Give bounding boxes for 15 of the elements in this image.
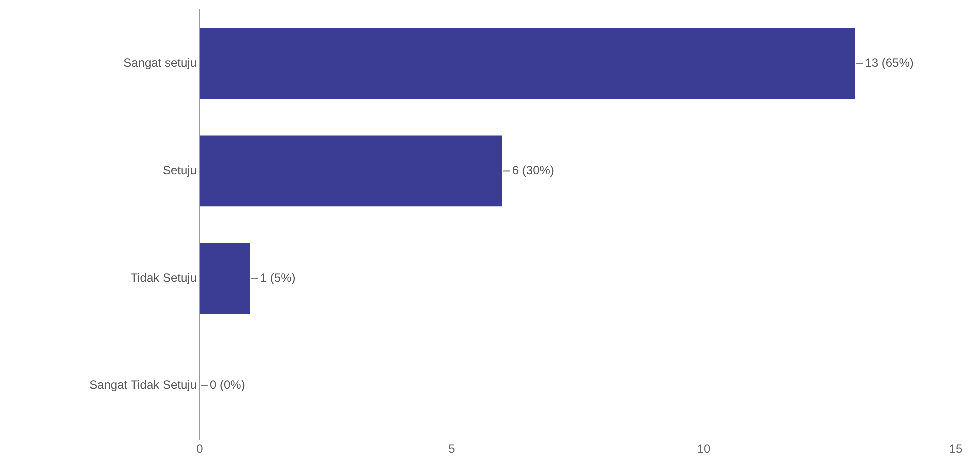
bar [200,136,502,207]
y-tick-label: Setuju [162,164,197,178]
data-label: 13 (65%) [865,56,914,70]
y-tick-label: Sangat setuju [124,56,197,70]
x-tick-label: 0 [196,442,204,456]
bar [200,243,250,314]
y-tick-label: Tidak Setuju [130,270,197,285]
data-label: 6 (30%) [512,164,554,178]
x-tick-label: 5 [448,442,456,456]
bar [200,28,856,100]
x-tick-label: 15 [949,442,963,456]
data-label: 1 (5%) [260,270,296,285]
y-tick-label: Sangat Tidak Setuju [90,378,197,392]
x-tick-label: 10 [697,442,711,456]
data-label: 0 (0%) [210,378,246,392]
